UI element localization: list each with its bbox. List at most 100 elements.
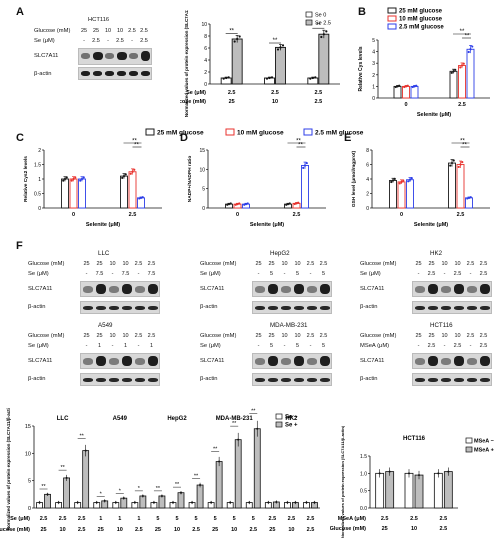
data-point [225,76,228,80]
data-point [124,173,127,176]
data-point [238,35,241,38]
blot-row-label: SLC7A11 [28,286,53,292]
blot-cell-name: HepG2 [270,250,290,257]
y-tick-label: 1 [38,177,41,183]
sig-label: ** [460,29,465,35]
data-point [191,501,194,504]
table-row-label: Glucose (mM) [180,99,206,105]
blot-band [415,305,425,310]
data-point [222,77,225,80]
group-label: MDA-MB-231 [216,416,254,422]
blot-band [81,53,90,59]
panel-letter-f: F [16,240,23,252]
lane-value: 10 [122,261,129,267]
blot-row-label: β-actin [28,376,46,382]
lane-value: 7.5 [147,271,156,277]
legend-label: MSeA + [474,448,494,454]
table-cell: 2.5 [228,90,236,96]
blot-band [83,377,93,382]
data-point [403,85,406,89]
y-tick-label: 2 [372,73,375,79]
lane-value: 2.5 [479,271,488,277]
blot-slc7a11 [412,353,492,369]
lane-value: 10 [109,333,116,339]
blot-band [281,305,291,310]
blot-band [307,377,317,382]
blot-cell-name: HK2 [430,250,443,257]
y-tick-label: 1.0 [360,471,367,477]
panel-a-se-lane: 2.5 [92,38,100,44]
data-point [294,501,297,504]
legend-swatch [225,128,235,136]
y-tick-label: 10 [199,167,205,173]
lane-value: - [417,271,420,277]
sig-label: * [138,486,141,492]
table-cell: 2.5 [249,527,257,533]
data-point [121,176,124,179]
blot-se-label: MSeA (μM) [360,343,390,349]
blot-slc7a11 [80,281,160,297]
lane-value: - [469,271,472,277]
bar [449,70,458,99]
data-point [288,202,291,205]
lane-value: 1 [97,343,102,349]
data-point [133,501,136,504]
legend-label: MSeA − [474,439,494,445]
blot-band [320,284,330,294]
blot-band [109,357,119,365]
y-axis-label: NADP+/NADPH ratio [187,156,193,203]
blot-hepg2: HepG2 Glucose (mM) 25 25 10 10 2.5 2.5 Se (μM) - 5… [200,250,340,318]
data-point [437,472,440,475]
lane-value: 2.5 [466,333,475,339]
panel-a-se-lane: - [131,38,133,44]
data-point [63,177,67,181]
blot-se-label: Se (μM) [200,343,221,349]
data-point [313,501,316,504]
group-label: HepG2 [167,416,187,422]
x-tick-label: 2.5 [458,102,466,108]
data-point [466,197,469,200]
sig-label: ** [273,38,278,44]
lane-value: 5 [321,271,326,277]
table-row-label: Glucose (mM) [0,527,30,533]
blot-row-label: SLC7A11 [360,358,385,364]
legend-swatch [303,128,313,136]
x-tick-label: 2.5 [129,212,137,218]
panel-a-se-values: - 2.5 - 2.5 - 2.5 [78,38,150,44]
y-tick-label: 1.5 [360,454,367,460]
blot-row-label: β-actin [200,376,218,382]
data-point [390,180,393,184]
data-point [305,501,308,504]
data-point [129,172,132,175]
data-point [122,497,125,500]
y-tick-label: 3 [372,61,375,67]
data-point [467,50,470,54]
blot-band [255,305,265,310]
blot-band [81,71,90,76]
blot-band [307,285,317,293]
data-point [131,170,134,173]
table-cell: 2.5 [59,516,67,522]
blot-glucose-label: Glucose (mM) [360,333,397,339]
sig-label: ** [229,29,234,35]
table-row-label: MSeA (μM) [338,516,366,522]
blot-band [109,305,119,310]
blot-actin [80,373,160,386]
blot-se-values: - 2.5 - 2.5 - 2.5 [412,343,490,349]
blot-se-values: - 5 - 5 - 5 [252,271,330,277]
blot-actin [252,373,332,386]
blot-band [320,305,330,310]
bar [231,38,243,85]
data-point [415,84,418,87]
bar [458,65,466,99]
data-point [138,197,141,200]
data-point [393,177,396,181]
blot-glucose-label: Glucose (mM) [200,261,237,267]
lane-value: 10 [294,333,301,339]
bar [406,179,414,209]
data-point [236,37,239,41]
data-point [246,202,249,205]
data-point [471,45,474,48]
data-point [400,180,403,183]
table-cell: 10 [411,526,417,532]
